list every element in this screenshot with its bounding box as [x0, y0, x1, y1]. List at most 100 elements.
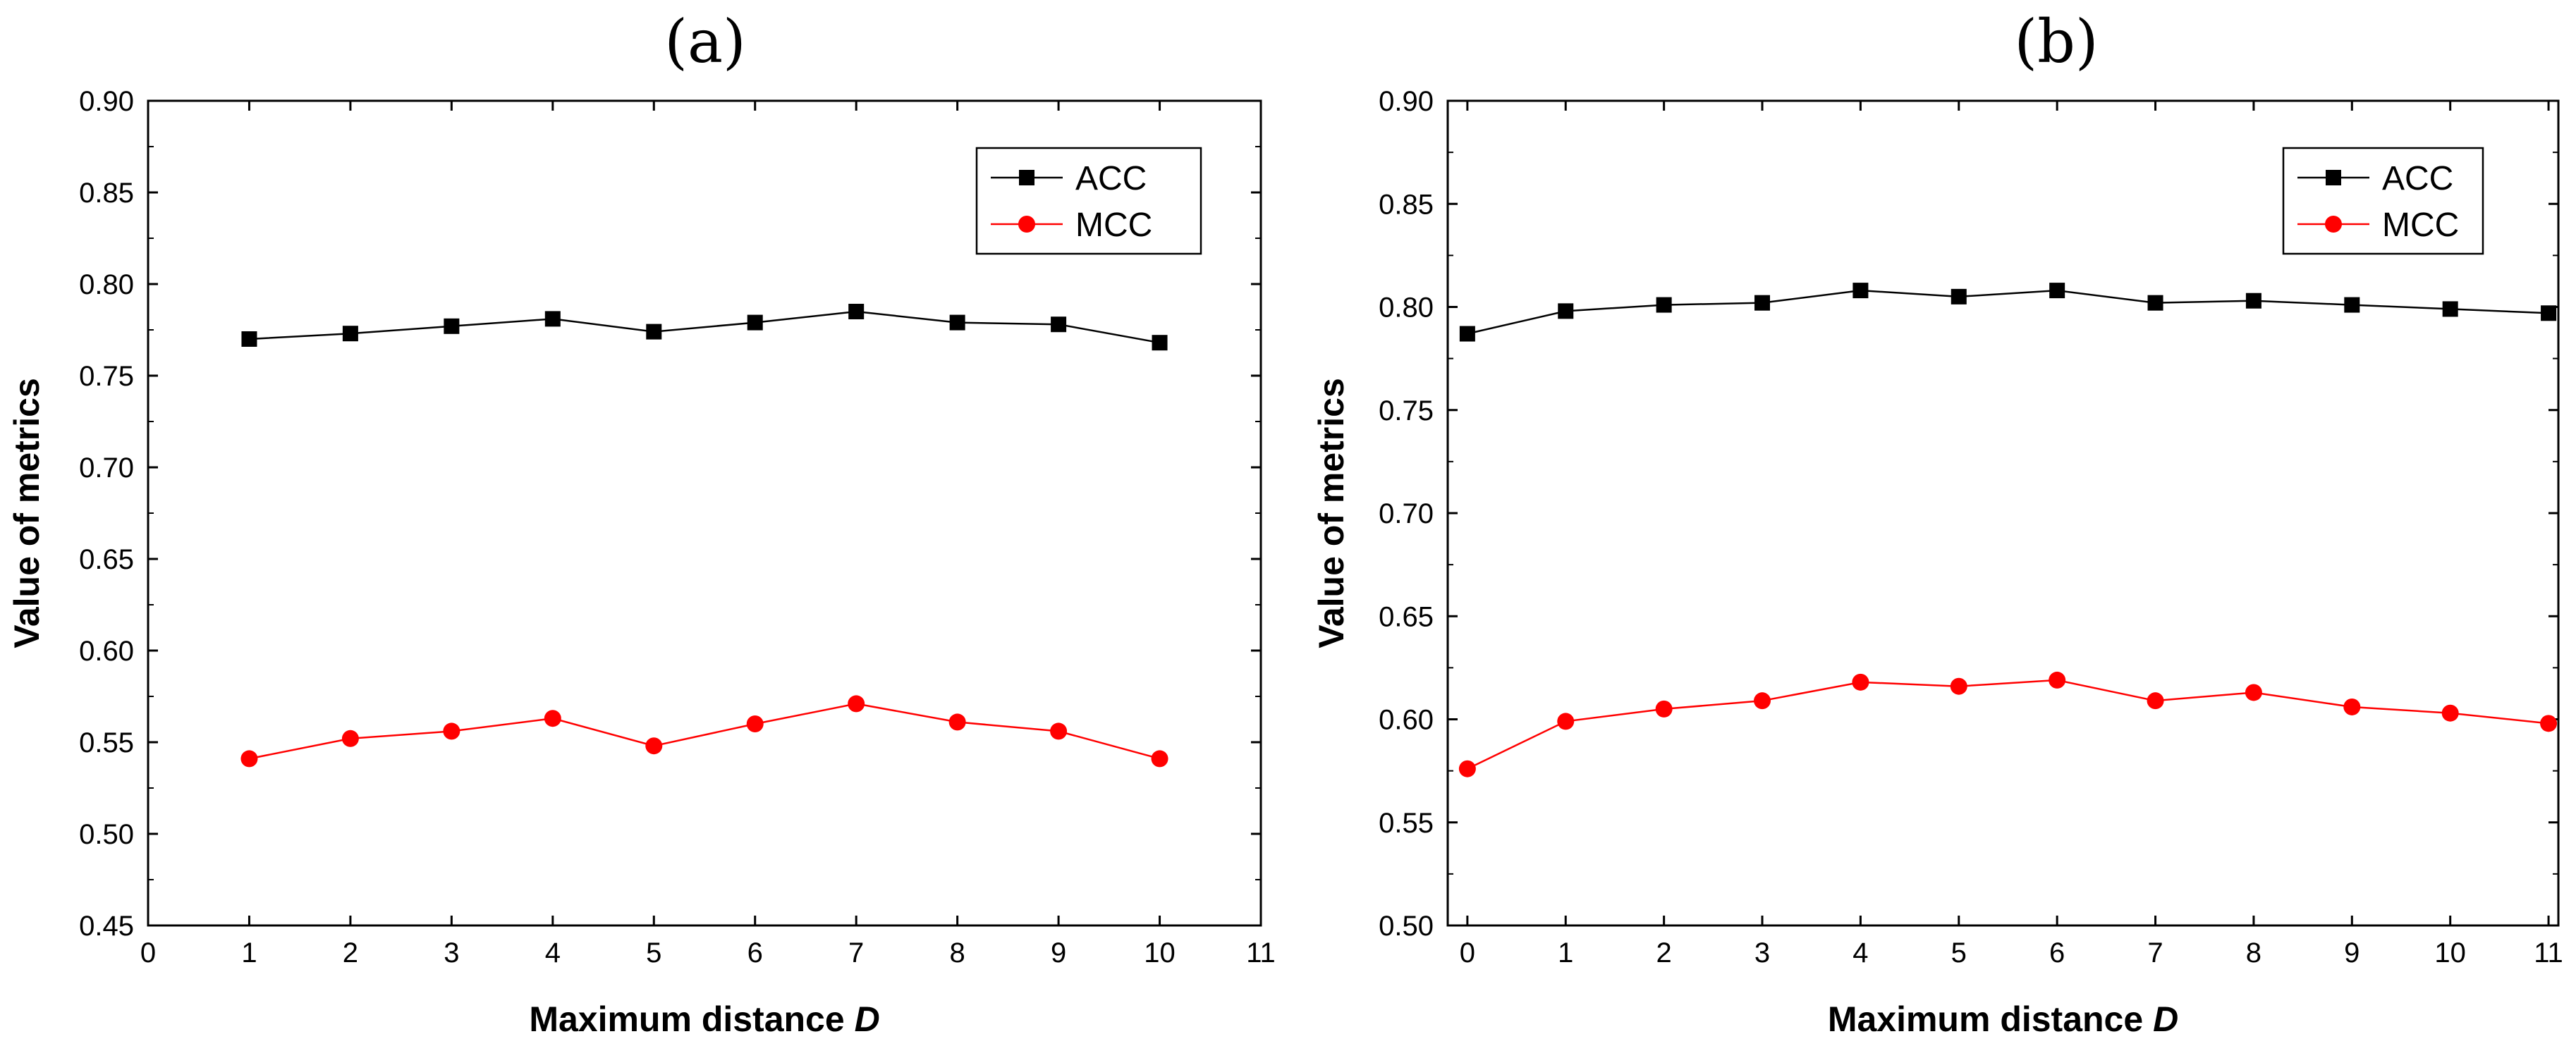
x-tick-label: 0 [1460, 937, 1475, 968]
data-point-mcc [2343, 698, 2361, 715]
legend-label-acc: ACC [1075, 160, 1147, 197]
y-axis-label: Value of metrics [1312, 378, 1351, 648]
y-tick-label: 0.55 [1379, 808, 1434, 839]
x-tick-label: 1 [1558, 937, 1573, 968]
data-point-mcc [1050, 722, 1068, 740]
legend-label-mcc: MCC [1075, 207, 1152, 244]
chart-panel-a: (a) 0.45 0.50 0.55 0.60 0.65 0.70 0.75 0.80 0.85 0… [7, 7, 1276, 1039]
x-tick-label: 5 [646, 937, 661, 968]
data-point-acc [2442, 301, 2458, 317]
x-tick-label: 7 [2147, 937, 2163, 968]
y-tick-label: 0.50 [1379, 911, 1434, 942]
y-tick-label: 0.70 [1379, 498, 1434, 529]
x-tick-label: 9 [1051, 937, 1066, 968]
x-tick-label: 1 [241, 937, 257, 968]
panel-title: (b) [2014, 7, 2098, 76]
x-tick-label: 11 [1246, 937, 1276, 968]
data-point-acc [1656, 297, 1672, 313]
y-tick-label: 0.45 [79, 911, 134, 942]
y-tick-label: 0.60 [79, 636, 134, 667]
legend-box [2282, 147, 2484, 255]
x-tick-label: 2 [1656, 937, 1672, 968]
data-point-mcc [1950, 677, 1967, 695]
series-line-mcc [1467, 679, 2549, 770]
x-tick-label: 6 [747, 937, 763, 968]
data-point-acc [544, 311, 561, 327]
data-point-acc [2147, 295, 2163, 311]
data-point-mcc [341, 730, 359, 747]
data-point-mcc [746, 715, 764, 732]
series-line-acc [1467, 289, 2549, 335]
data-point-acc [2049, 283, 2065, 299]
y-axis-label: Value of metrics [7, 378, 47, 648]
data-point-mcc [443, 722, 460, 740]
y-tick-label: 0.85 [79, 178, 134, 209]
data-point-mcc [1557, 713, 1575, 730]
data-point-acc [1852, 283, 1869, 299]
series-line-acc [249, 310, 1160, 344]
x-tick-label: 4 [1852, 937, 1868, 968]
data-point-mcc [2049, 671, 2066, 689]
data-point-acc [1754, 295, 1771, 311]
data-point-acc [2541, 305, 2557, 321]
data-point-acc [1152, 335, 1168, 351]
legend-marker-mcc [1018, 216, 1035, 233]
data-point-acc [2344, 297, 2360, 313]
data-point-acc [2245, 293, 2261, 309]
x-tick-label: 6 [2049, 937, 2065, 968]
y-tick-label: 0.80 [1379, 293, 1434, 324]
y-tick-label: 0.65 [1379, 601, 1434, 632]
x-tick-label: 3 [1754, 937, 1770, 968]
x-tick-label: 10 [1144, 937, 1176, 968]
data-point-acc [444, 318, 460, 334]
data-point-acc [1051, 316, 1067, 333]
data-point-acc [747, 314, 763, 331]
y-tick-label: 0.75 [1379, 395, 1434, 426]
legend-label-mcc: MCC [2382, 207, 2459, 244]
y-tick-label: 0.70 [79, 453, 134, 484]
y-tick-label: 0.65 [79, 544, 134, 575]
data-point-acc [949, 314, 965, 331]
y-tick-label: 0.75 [79, 361, 134, 392]
y-tick-label: 0.60 [1379, 705, 1434, 736]
data-point-acc [646, 324, 662, 340]
x-tick-label: 8 [950, 937, 965, 968]
x-tick-label: 0 [140, 937, 156, 968]
data-point-mcc [1754, 692, 1771, 710]
y-tick-label: 0.85 [1379, 189, 1434, 220]
data-point-mcc [544, 710, 561, 727]
data-point-mcc [240, 750, 258, 768]
data-point-acc [1951, 288, 1967, 304]
data-point-acc [848, 304, 865, 319]
x-tick-label: 7 [848, 937, 864, 968]
y-tick-label: 0.90 [1379, 86, 1434, 117]
x-axis-label: Maximum distance D [529, 999, 879, 1039]
data-point-acc [1558, 303, 1574, 319]
x-tick-label: 9 [2344, 937, 2360, 968]
data-point-acc [241, 331, 257, 347]
data-point-acc [1459, 326, 1475, 342]
y-tick-label: 0.55 [79, 727, 134, 758]
x-tick-label: 2 [343, 937, 358, 968]
data-point-mcc [1852, 673, 1869, 691]
x-tick-label: 11 [2534, 937, 2563, 968]
y-tick-label: 0.90 [79, 86, 134, 117]
x-tick-label: 8 [2246, 937, 2261, 968]
x-tick-label: 5 [1951, 937, 1967, 968]
data-point-mcc [1655, 700, 1673, 718]
x-axis-label: Maximum distance D [1828, 999, 2178, 1039]
data-point-mcc [2540, 715, 2558, 732]
y-tick-label: 0.80 [79, 269, 134, 300]
x-tick-label: 4 [545, 937, 561, 968]
x-tick-label: 3 [444, 937, 459, 968]
legend-marker-mcc [2325, 216, 2342, 233]
data-point-mcc [848, 695, 865, 713]
data-point-mcc [2147, 692, 2164, 710]
data-point-mcc [1151, 750, 1168, 768]
data-point-mcc [948, 713, 966, 731]
x-tick-label: 10 [2434, 937, 2466, 968]
chart-panel-b: (b) 0.50 0.55 0.60 0.65 0.70 0.75 0.80 0.85 0.90 0… [1312, 7, 2563, 1039]
panel-title: (a) [664, 7, 746, 76]
legend-box [975, 147, 1202, 255]
data-point-mcc [2441, 704, 2459, 722]
